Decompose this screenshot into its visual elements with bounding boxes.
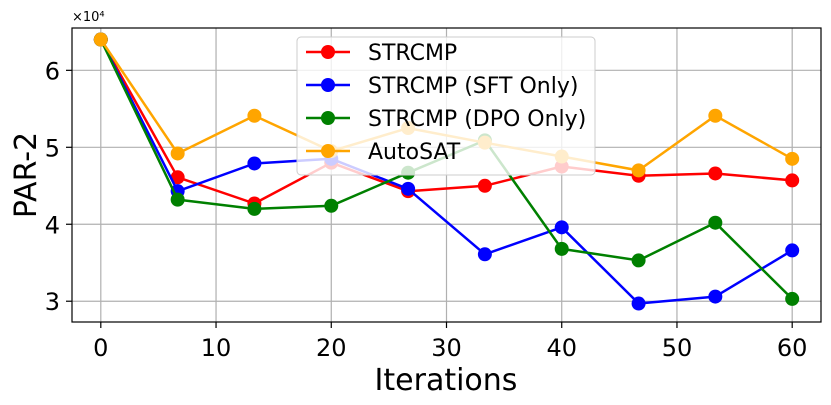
legend-frame bbox=[296, 36, 596, 176]
data-point-strcmp-dpo-only bbox=[785, 291, 800, 306]
legend-entry-strcmp-sft-only: STRCMP (SFT Only) bbox=[306, 74, 578, 99]
data-point-strcmp-dpo-only bbox=[170, 192, 185, 207]
legend-marker-autosat bbox=[321, 144, 335, 158]
axes bbox=[66, 27, 822, 328]
data-point-autosat bbox=[93, 32, 108, 47]
legend-marker-strcmp-sft-only bbox=[321, 78, 335, 92]
data-point-autosat bbox=[785, 151, 800, 166]
data-point-strcmp-sft-only bbox=[631, 296, 646, 311]
data-point-strcmp-sft-only bbox=[247, 156, 262, 171]
legend-label-autosat: AutoSAT bbox=[368, 140, 461, 165]
legend-entry-strcmp-dpo-only: STRCMP (DPO Only) bbox=[306, 107, 586, 132]
data-point-strcmp bbox=[785, 173, 800, 188]
x-tick-label: 0 bbox=[93, 334, 108, 362]
x-tick-label: 20 bbox=[316, 334, 347, 362]
data-point-strcmp-sft-only bbox=[708, 289, 723, 304]
y-axis-label: PAR-2 bbox=[9, 132, 44, 218]
y-tick-label: 6 bbox=[45, 57, 60, 85]
data-point-strcmp-sft-only bbox=[554, 220, 569, 235]
tick-labels: 0 10 20 30 40 50 60 3 4 5 6 bbox=[45, 57, 808, 362]
series-line-strcmp-sft-only bbox=[99, 38, 793, 305]
x-tick-label: 30 bbox=[431, 334, 462, 362]
x-tick-label: 10 bbox=[201, 334, 232, 362]
data-point-autosat bbox=[708, 108, 723, 123]
legend-label-strcmp-dpo-only: STRCMP (DPO Only) bbox=[368, 107, 586, 132]
data-point-strcmp-sft-only bbox=[785, 243, 800, 258]
data-point-autosat bbox=[631, 163, 646, 178]
legend-label-strcmp-sft-only: STRCMP (SFT Only) bbox=[368, 74, 578, 99]
data-point-strcmp-sft-only bbox=[477, 247, 492, 262]
data-point-autosat bbox=[247, 108, 262, 123]
legend-entry-autosat: AutoSAT bbox=[306, 140, 461, 165]
y-tick-label: 4 bbox=[45, 211, 60, 239]
data-point-strcmp bbox=[170, 170, 185, 185]
x-tick-label: 50 bbox=[662, 334, 693, 362]
data-point-strcmp-dpo-only bbox=[708, 215, 723, 230]
data-point-autosat bbox=[170, 146, 185, 161]
legend-entry-strcmp: STRCMP bbox=[306, 41, 457, 66]
x-tick-label: 60 bbox=[777, 334, 808, 362]
data-point-strcmp-dpo-only bbox=[324, 198, 339, 213]
data-point-strcmp bbox=[477, 178, 492, 193]
legend-marker-strcmp bbox=[321, 45, 335, 59]
legend: STRCMP STRCMP (SFT Only) STRCMP (DPO Onl… bbox=[296, 36, 596, 176]
data-point-strcmp-dpo-only bbox=[554, 241, 569, 256]
series-line-strcmp bbox=[99, 38, 793, 205]
y-tick-label: 3 bbox=[45, 288, 60, 316]
x-axis-label: Iterations bbox=[375, 363, 518, 398]
legend-marker-strcmp-dpo-only bbox=[321, 111, 335, 125]
y-axis-scale-label: ×10⁴ bbox=[72, 10, 105, 25]
data-point-strcmp-dpo-only bbox=[631, 253, 646, 268]
data-point-strcmp-sft-only bbox=[401, 181, 416, 196]
y-tick-label: 5 bbox=[45, 134, 60, 162]
plot-frame bbox=[71, 27, 822, 323]
x-tick-label: 40 bbox=[546, 334, 577, 362]
data-point-strcmp-dpo-only bbox=[247, 201, 262, 216]
legend-label-strcmp: STRCMP bbox=[368, 41, 457, 66]
data-point-strcmp bbox=[708, 166, 723, 181]
